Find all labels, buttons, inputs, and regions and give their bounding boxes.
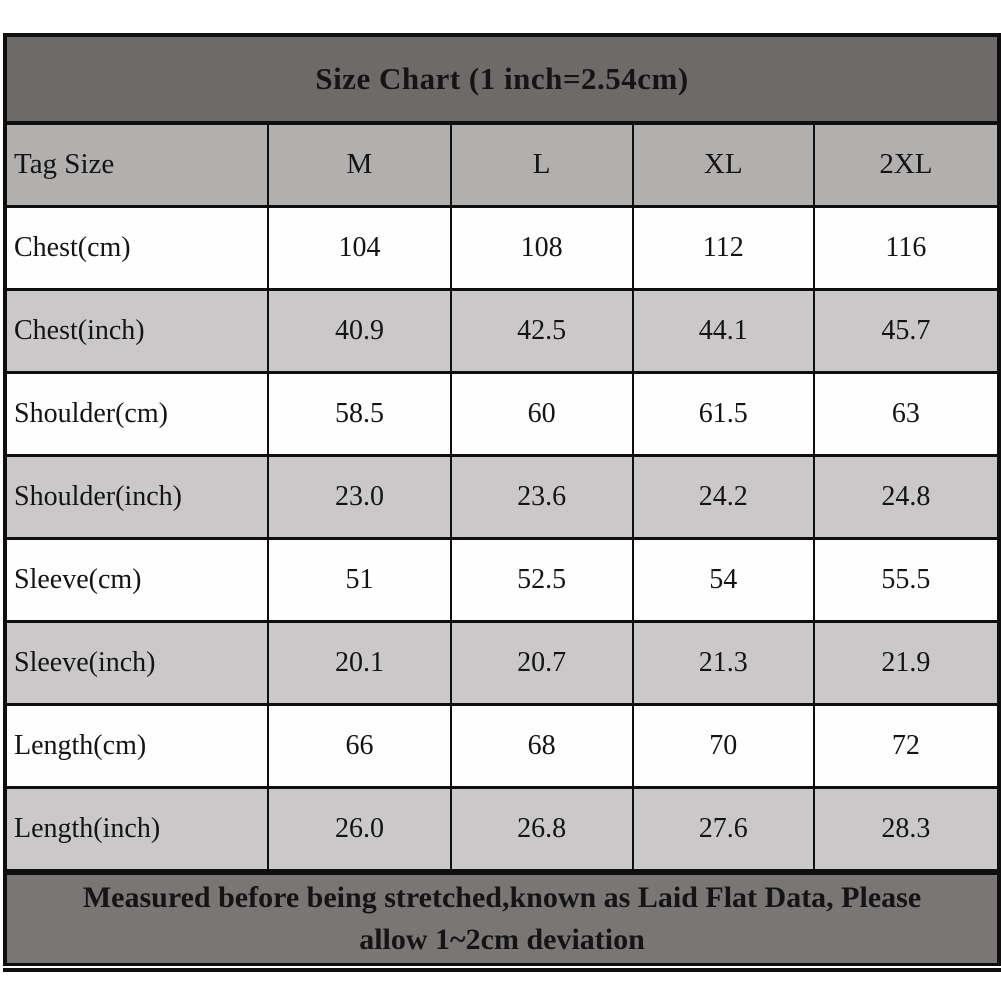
value-cell: 20.1 (267, 619, 452, 706)
column-header-2xl: 2XL (812, 125, 997, 208)
value-cell: 42.5 (449, 287, 634, 374)
row-label: Sleeve(cm) (7, 536, 270, 623)
value-cell: 27.6 (631, 785, 815, 872)
row-label: Shoulder(inch) (7, 453, 270, 540)
value-cell: 44.1 (631, 287, 815, 374)
value-cell: 68 (449, 702, 634, 789)
header-row: Tag Size M L XL 2XL (7, 125, 997, 208)
value-cell: 24.2 (631, 453, 815, 540)
footnote-line-2: allow 1~2cm deviation (359, 922, 645, 956)
row-label: Shoulder(cm) (7, 370, 270, 457)
footnote-line-1: Measured before being stretched,known as… (82, 880, 922, 914)
table-row: Length(cm) 66 68 70 72 (7, 702, 997, 789)
value-cell: 24.8 (812, 453, 997, 540)
row-label: Length(inch) (7, 785, 270, 872)
column-header-m: M (267, 125, 452, 208)
value-cell: 112 (631, 204, 815, 291)
value-cell: 51 (267, 536, 452, 623)
table-row: Chest(cm) 104 108 112 116 (7, 204, 997, 291)
table-row: Sleeve(inch) 20.1 20.7 21.3 21.9 (7, 619, 997, 706)
value-cell: 70 (631, 702, 815, 789)
value-cell: 60 (449, 370, 634, 457)
column-header-tag-size: Tag Size (7, 125, 270, 208)
table-title: Size Chart (1 inch=2.54cm) (7, 37, 997, 125)
value-cell: 72 (812, 702, 997, 789)
value-cell: 52.5 (449, 536, 634, 623)
value-cell: 104 (267, 204, 452, 291)
table-bottom-rule (3, 968, 1001, 972)
value-cell: 23.6 (449, 453, 634, 540)
value-cell: 21.9 (812, 619, 997, 706)
value-cell: 20.7 (449, 619, 634, 706)
value-cell: 26.0 (267, 785, 452, 872)
table-row: Length(inch) 26.0 26.8 27.6 28.3 (7, 785, 997, 872)
row-label: Chest(inch) (7, 287, 270, 374)
value-cell: 26.8 (449, 785, 634, 872)
table-row: Shoulder(inch) 23.0 23.6 24.2 24.8 (7, 453, 997, 540)
row-label: Length(cm) (7, 702, 270, 789)
value-cell: 108 (449, 204, 634, 291)
size-table-body: Chest(cm) 104 108 112 116 Chest(inch) 40.9 42.5… (7, 204, 997, 872)
value-cell: 63 (812, 370, 997, 457)
value-cell: 21.3 (631, 619, 815, 706)
value-cell: 58.5 (267, 370, 452, 457)
row-label: Chest(cm) (7, 204, 270, 291)
table-row: Shoulder(cm) 58.5 60 61.5 63 (7, 370, 997, 457)
value-cell: 61.5 (631, 370, 815, 457)
value-cell: 116 (812, 204, 997, 291)
value-cell: 45.7 (812, 287, 997, 374)
value-cell: 66 (267, 702, 452, 789)
value-cell: 40.9 (267, 287, 452, 374)
value-cell: 23.0 (267, 453, 452, 540)
table-row: Chest(inch) 40.9 42.5 44.1 45.7 (7, 287, 997, 374)
column-header-xl: XL (631, 125, 815, 208)
size-table: Tag Size M L XL 2XL Chest(cm) 104 108 112 11… (7, 125, 997, 872)
column-header-l: L (449, 125, 634, 208)
value-cell: 28.3 (812, 785, 997, 872)
value-cell: 55.5 (812, 536, 997, 623)
row-label: Sleeve(inch) (7, 619, 270, 706)
size-chart-table: Size Chart (1 inch=2.54cm) Tag Size M L … (3, 33, 1001, 966)
value-cell: 54 (631, 536, 815, 623)
table-row: Sleeve(cm) 51 52.5 54 55.5 (7, 536, 997, 623)
table-footnote: Measured before being stretched,known as… (7, 871, 997, 963)
